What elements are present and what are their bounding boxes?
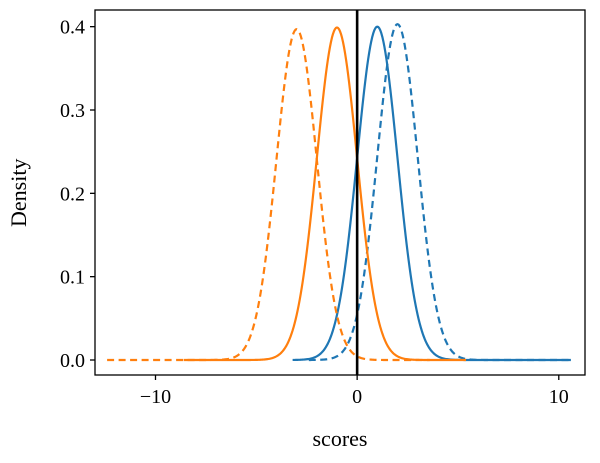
y-axis-label: Density — [6, 158, 31, 227]
y-tick-label: 0.1 — [60, 267, 85, 289]
series-blue-dashed — [308, 23, 569, 362]
y-tick-label: 0.4 — [60, 17, 85, 39]
y-tick-label: 0.0 — [60, 350, 85, 372]
axes-frame — [94, 9, 586, 376]
y-tick-label: 0.3 — [60, 100, 85, 122]
x-tick-label: 0 — [352, 386, 362, 408]
series-orange-dashed — [107, 28, 430, 362]
series-orange-solid — [183, 26, 467, 362]
x-tick-label: 10 — [549, 386, 569, 408]
x-tick-label: −10 — [140, 386, 171, 408]
x-axis-label: scores — [312, 426, 368, 451]
series-blue-solid — [292, 25, 571, 362]
y-tick-label: 0.2 — [60, 183, 85, 205]
